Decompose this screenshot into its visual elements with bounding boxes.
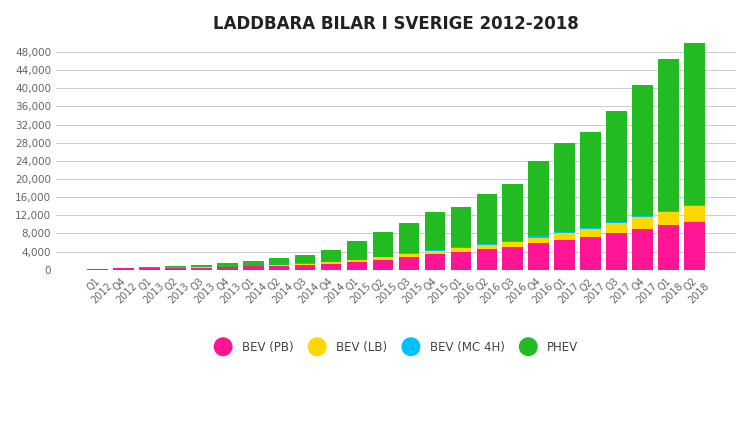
Bar [502, 241, 523, 242]
Bar [477, 245, 497, 249]
Bar [399, 254, 419, 257]
Bar [372, 257, 394, 260]
Bar [217, 263, 237, 267]
Bar [294, 265, 315, 270]
Bar [451, 252, 472, 270]
Bar [424, 250, 445, 251]
Bar [347, 260, 367, 262]
Bar [581, 227, 602, 229]
Bar [684, 205, 705, 206]
Bar [529, 243, 549, 270]
Bar [632, 216, 653, 217]
Bar [269, 266, 289, 270]
Bar [606, 222, 627, 223]
Bar [606, 111, 627, 222]
Bar [529, 236, 549, 238]
Bar [554, 234, 575, 240]
Bar [424, 212, 445, 250]
Bar [554, 143, 575, 232]
Bar [399, 257, 419, 270]
Bar [87, 269, 107, 270]
Bar [659, 59, 679, 211]
Bar [502, 242, 523, 247]
Bar [191, 265, 212, 267]
Bar [424, 254, 445, 270]
Bar [659, 211, 679, 212]
Bar [164, 266, 185, 267]
Bar [554, 240, 575, 270]
Bar [139, 267, 160, 268]
Title: LADDBARA BILAR I SVERIGE 2012-2018: LADDBARA BILAR I SVERIGE 2012-2018 [213, 15, 579, 33]
Bar [659, 212, 679, 225]
Bar [321, 250, 342, 262]
Bar [139, 268, 160, 270]
Bar [529, 238, 549, 243]
Bar [243, 267, 264, 270]
Bar [191, 267, 212, 270]
Bar [451, 206, 472, 247]
Bar [529, 161, 549, 236]
Bar [294, 255, 315, 263]
Bar [113, 268, 134, 270]
Bar [477, 244, 497, 245]
Bar [164, 268, 185, 270]
Bar [113, 267, 134, 268]
Bar [399, 222, 419, 254]
Bar [424, 251, 445, 254]
Bar [217, 267, 237, 270]
Bar [581, 229, 602, 237]
Bar [477, 194, 497, 244]
Bar [502, 247, 523, 270]
Bar [477, 249, 497, 270]
Bar [659, 225, 679, 270]
Bar [347, 242, 367, 259]
Bar [243, 261, 264, 266]
Bar [372, 232, 394, 257]
Bar [321, 262, 342, 263]
Bar [684, 222, 705, 270]
Bar [347, 262, 367, 270]
Bar [502, 184, 523, 241]
Bar [581, 132, 602, 227]
Bar [269, 265, 289, 266]
Legend: BEV (PB), BEV (LB), BEV (MC 4H), PHEV: BEV (PB), BEV (LB), BEV (MC 4H), PHEV [209, 337, 583, 359]
Bar [632, 229, 653, 270]
Bar [632, 85, 653, 216]
Bar [684, 30, 705, 205]
Bar [321, 263, 342, 270]
Bar [372, 260, 394, 270]
Bar [606, 233, 627, 270]
Bar [606, 223, 627, 233]
Bar [632, 217, 653, 229]
Bar [554, 232, 575, 234]
Bar [294, 264, 315, 265]
Bar [684, 206, 705, 222]
Bar [581, 237, 602, 270]
Bar [269, 258, 289, 265]
Bar [451, 248, 472, 252]
Bar [451, 247, 472, 248]
